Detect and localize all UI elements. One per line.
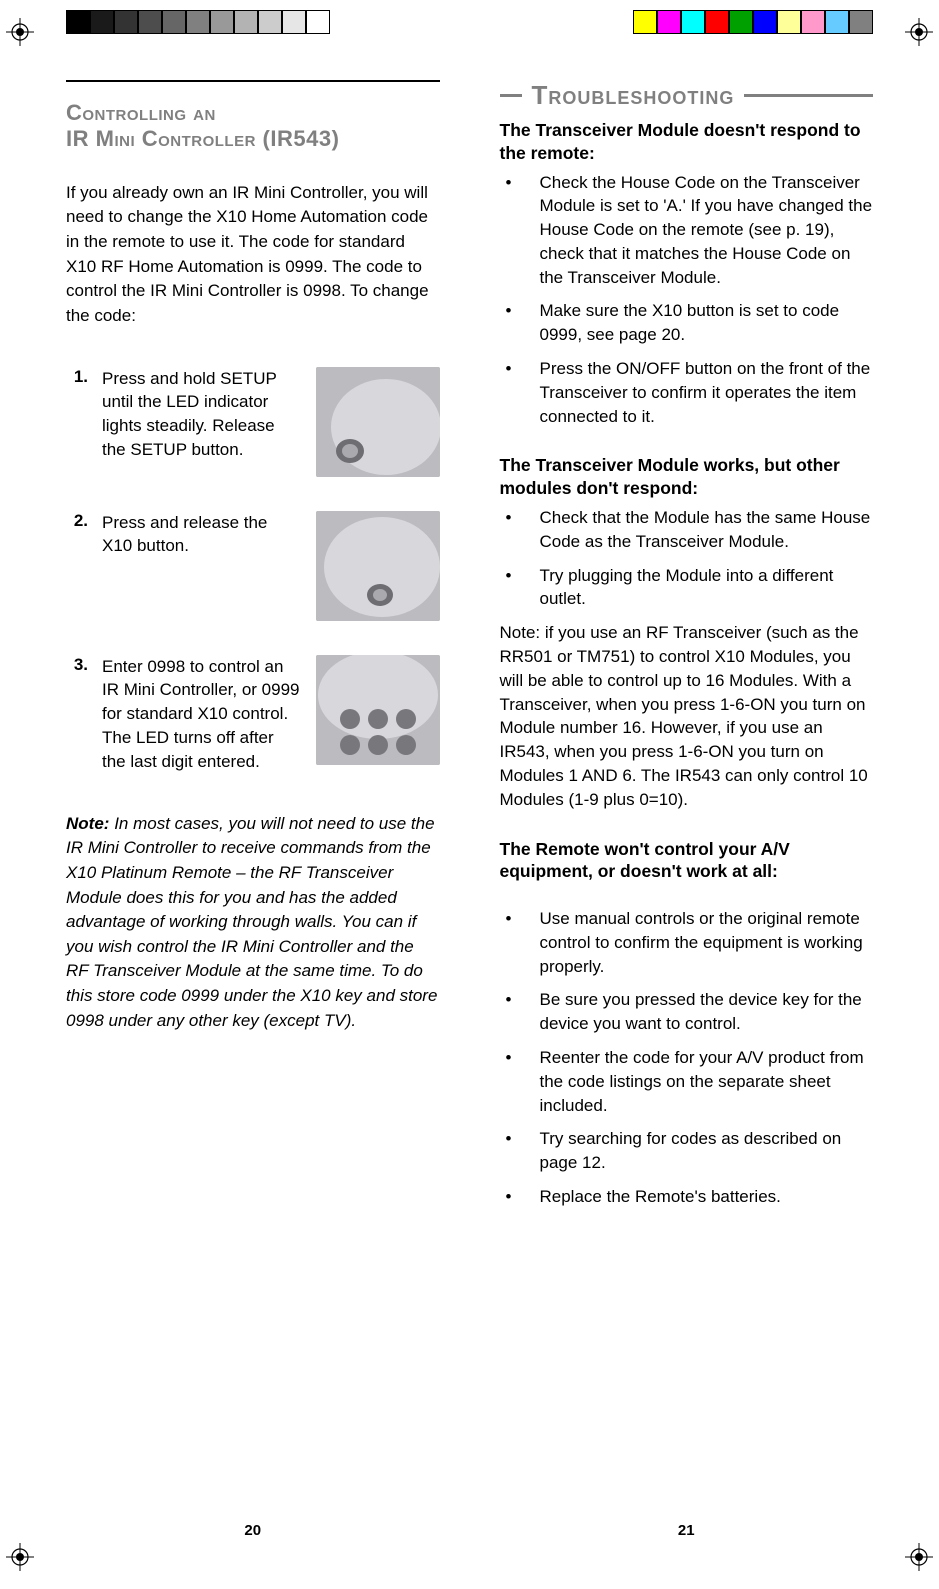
- step-number: 1.: [66, 367, 88, 387]
- remote-photo-icon: [316, 655, 440, 765]
- page-number-left: 20: [66, 1522, 440, 1539]
- section-heading: The Transceiver Module doesn't respond t…: [500, 119, 874, 165]
- swatch: [210, 10, 234, 34]
- crop-mark-icon: [905, 18, 933, 46]
- intro-paragraph: If you already own an IR Mini Controller…: [66, 181, 440, 329]
- swatch: [777, 10, 801, 34]
- heading-rule: [66, 80, 440, 82]
- troubleshooting-heading-wrap: Troubleshooting: [500, 80, 874, 111]
- section-heading: The Transceiver Module works, but other …: [500, 454, 874, 500]
- swatch: [753, 10, 777, 34]
- heading-dash-icon: [500, 94, 522, 97]
- step-number: 2.: [66, 511, 88, 531]
- swatch: [114, 10, 138, 34]
- left-heading-line2: IR Mini Controller (IR543): [66, 126, 440, 152]
- section-heading: The Remote won't control your A/V equipm…: [500, 838, 874, 884]
- grayscale-calibration-bar: [66, 10, 330, 34]
- crop-mark-icon: [6, 1543, 34, 1571]
- steps-list: 1. Press and hold SETUP until the LED in…: [66, 367, 440, 808]
- page-left: Controlling an IR Mini Controller (IR543…: [66, 80, 440, 1509]
- note-text: In most cases, you will not need to use …: [66, 814, 437, 1030]
- swatch: [186, 10, 210, 34]
- bullet-item: Try searching for codes as described on …: [500, 1127, 874, 1175]
- swatch: [825, 10, 849, 34]
- crop-mark-icon: [6, 18, 34, 46]
- note-paragraph: Note: In most cases, you will not need t…: [66, 812, 440, 1034]
- swatch: [633, 10, 657, 34]
- crop-mark-icon: [905, 1543, 933, 1571]
- bullet-list: Use manual controls or the original remo…: [500, 907, 874, 1209]
- section-note: Note: if you use an RF Transceiver (such…: [500, 621, 874, 811]
- page-right: Troubleshooting The Transceiver Module d…: [500, 80, 874, 1509]
- troubleshooting-sections: The Transceiver Module doesn't respond t…: [500, 119, 874, 1219]
- remote-photo-icon: [316, 367, 440, 477]
- bullet-item: Be sure you pressed the device key for t…: [500, 988, 874, 1036]
- swatch: [234, 10, 258, 34]
- left-heading-line1: Controlling an: [66, 100, 440, 126]
- bullet-item: Reenter the code for your A/V product fr…: [500, 1046, 874, 1117]
- swatch: [138, 10, 162, 34]
- step-1: 1. Press and hold SETUP until the LED in…: [66, 367, 440, 477]
- step-3: 3. Enter 0998 to control an IR Mini Cont…: [66, 655, 440, 774]
- bullet-list: Check that the Module has the same House…: [500, 506, 874, 611]
- heading-dash-icon: [744, 94, 873, 97]
- swatch: [657, 10, 681, 34]
- bullet-item: Use manual controls or the original remo…: [500, 907, 874, 978]
- remote-photo-icon: [316, 511, 440, 621]
- swatch: [90, 10, 114, 34]
- swatch: [258, 10, 282, 34]
- swatch: [162, 10, 186, 34]
- swatch: [282, 10, 306, 34]
- note-label: Note:: [66, 814, 109, 833]
- swatch: [705, 10, 729, 34]
- swatch: [681, 10, 705, 34]
- step-text: Press and hold SETUP until the LED indic…: [102, 367, 302, 462]
- swatch: [849, 10, 873, 34]
- bullet-item: Try plugging the Module into a different…: [500, 564, 874, 612]
- swatch: [801, 10, 825, 34]
- step-2: 2. Press and release the X10 button.: [66, 511, 440, 621]
- bullet-item: Press the ON/OFF button on the front of …: [500, 357, 874, 428]
- swatch: [306, 10, 330, 34]
- swatch: [729, 10, 753, 34]
- swatch: [66, 10, 90, 34]
- troubleshooting-heading: Troubleshooting: [532, 80, 735, 111]
- bullet-item: Replace the Remote's batteries.: [500, 1185, 874, 1209]
- color-calibration-bar: [633, 10, 873, 34]
- bullet-item: Check that the Module has the same House…: [500, 506, 874, 554]
- page-number-right: 21: [500, 1522, 874, 1539]
- step-text: Enter 0998 to control an IR Mini Control…: [102, 655, 302, 774]
- bullet-item: Check the House Code on the Transceiver …: [500, 171, 874, 290]
- step-number: 3.: [66, 655, 88, 675]
- bullet-item: Make sure the X10 button is set to code …: [500, 299, 874, 347]
- step-text: Press and release the X10 button.: [102, 511, 302, 559]
- bullet-list: Check the House Code on the Transceiver …: [500, 171, 874, 429]
